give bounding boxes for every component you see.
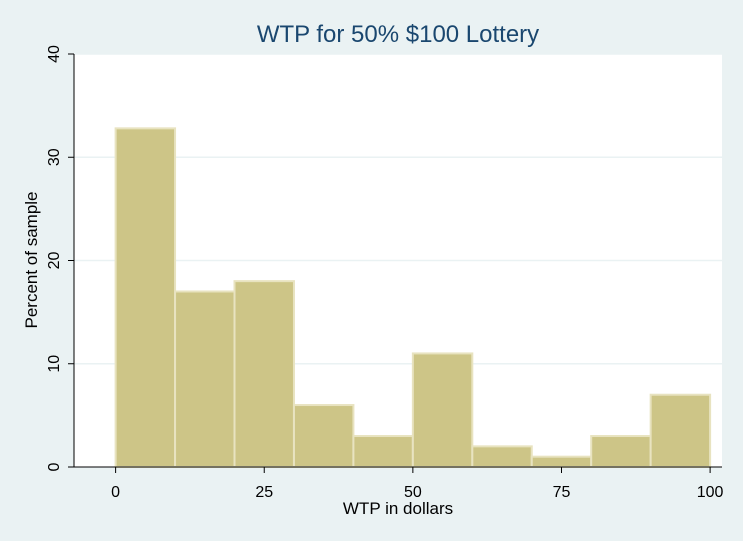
y-tick-label: 20 [46,252,63,270]
histogram-bar [649,393,712,469]
histogram-bar [233,280,295,468]
histogram-bar [590,435,652,468]
y-tick-label: 0 [46,462,63,471]
x-axis: 0 25 50 75 100 [74,466,724,501]
x-axis-title: WTP in dollars [343,499,453,518]
x-tick-label: 50 [404,484,422,501]
histogram-bar [530,455,593,468]
x-tick-label: 25 [255,484,273,501]
y-tick-label: 40 [46,45,63,63]
y-tick-label: 10 [46,355,63,373]
y-tick-label: 30 [46,148,63,166]
histogram-bar [114,127,177,468]
y-axis-title: Percent of sample [22,191,41,328]
chart-title: WTP for 50% $100 Lottery [257,21,539,48]
x-tick-label: 0 [111,484,120,501]
histogram-bar [174,290,236,468]
histogram-bar [471,445,533,469]
histogram-bar [292,404,355,468]
histogram-bar [352,435,414,468]
x-tick-label: 75 [553,484,571,501]
x-tick-label: 100 [697,484,724,501]
histogram-bar [411,352,474,468]
y-axis: 0 10 20 30 40 [46,45,75,471]
